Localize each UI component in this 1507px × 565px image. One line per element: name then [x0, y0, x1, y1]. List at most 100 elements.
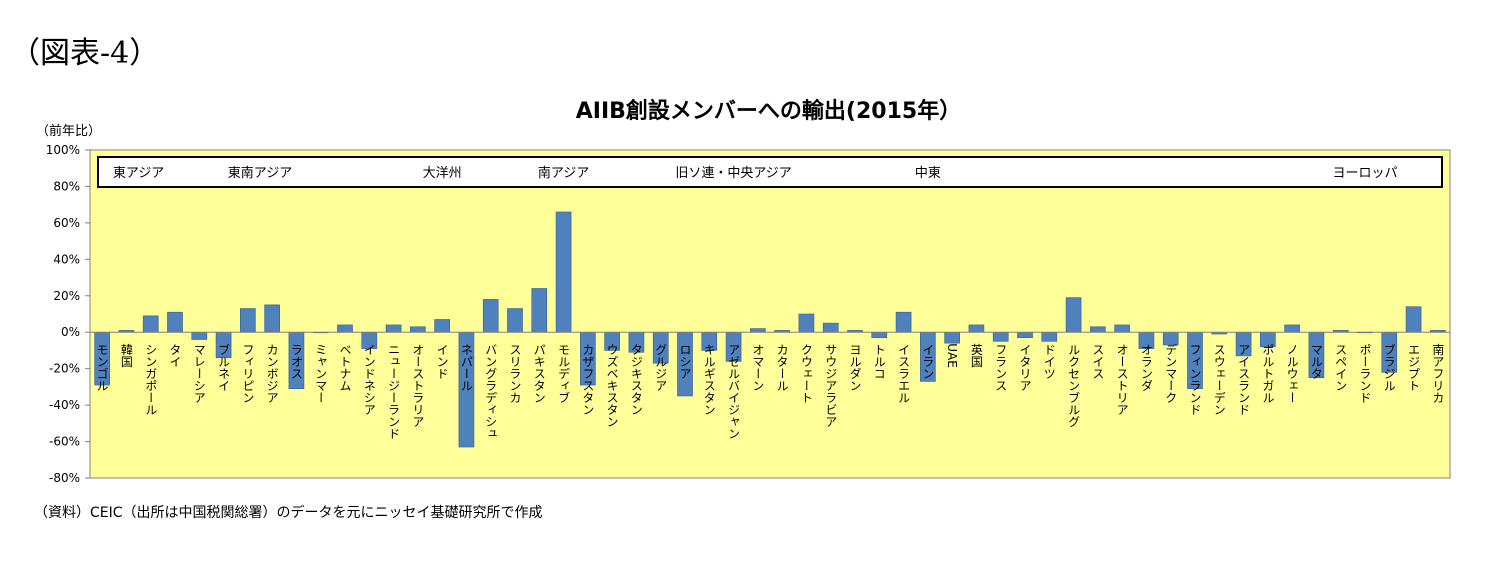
category-label: フィリピン	[241, 343, 255, 403]
category-label: 南アフリカ	[1431, 342, 1445, 403]
bar	[750, 328, 766, 333]
y-tick-label: 80%	[53, 179, 80, 193]
bar	[798, 313, 815, 333]
category-label: エジプト	[1407, 343, 1421, 391]
category-label: スリランカ	[508, 343, 522, 403]
category-label: イラン	[921, 343, 935, 379]
category-label: ポルトガル	[1261, 343, 1275, 403]
figure-label: （図表-4）	[10, 36, 160, 71]
region-label: 東アジア	[113, 165, 164, 181]
category-label: UAE	[945, 343, 959, 368]
plot-area	[89, 149, 1451, 479]
y-tick-label: -20%	[49, 362, 80, 376]
y-axis-unit-label: （前年比）	[36, 124, 102, 139]
region-label: ヨーロッパ	[1332, 166, 1397, 181]
category-label: ラオス	[289, 343, 303, 379]
y-tick-label: 60%	[53, 216, 80, 230]
category-label: ヨルダン	[848, 343, 862, 391]
category-label: タジキスタン	[629, 343, 643, 415]
region-legend-box	[97, 156, 1443, 188]
category-label: タイ	[168, 343, 182, 367]
category-label: サウジアラビア	[824, 343, 838, 427]
category-label: クウェート	[799, 343, 813, 403]
bar	[507, 308, 523, 333]
bar	[895, 311, 912, 333]
y-tick-label: 20%	[53, 289, 80, 303]
category-label: ベトナム	[338, 343, 352, 391]
category-label: オーストラリア	[411, 343, 425, 427]
bar	[1090, 326, 1106, 333]
bar	[531, 288, 548, 333]
bar	[410, 326, 426, 333]
category-label: グルジア	[654, 343, 668, 391]
bar	[1114, 324, 1130, 333]
bar	[822, 322, 839, 333]
category-label: ミャンマー	[314, 343, 328, 403]
category-label: 韓国	[119, 343, 133, 367]
y-tick-label: -60%	[49, 435, 80, 449]
category-label: インド	[435, 343, 449, 379]
bar	[1065, 297, 1082, 333]
bar	[142, 315, 159, 333]
category-label: バングラディシュ	[484, 343, 498, 439]
y-tick-label: -40%	[49, 398, 80, 412]
category-label: トルコ	[872, 343, 886, 379]
bar	[167, 311, 183, 333]
y-tick-label: 0%	[61, 325, 80, 339]
category-label: ウズベキスタン	[605, 343, 619, 427]
category-label: ルクセンブルグ	[1067, 343, 1081, 427]
bar	[337, 324, 353, 333]
bar	[240, 308, 256, 333]
category-label: オーストリア	[1115, 343, 1129, 415]
category-label: フランス	[994, 343, 1008, 391]
region-label: 東南アジア	[228, 165, 292, 181]
category-label: ロシア	[678, 343, 692, 379]
bar	[555, 211, 572, 333]
category-label: マルタ	[1309, 343, 1323, 379]
bar	[1405, 306, 1422, 333]
category-label: 英国	[969, 343, 983, 367]
bar	[1041, 331, 1058, 342]
category-label: ノルウェー	[1285, 343, 1299, 403]
category-label: ドイツ	[1042, 343, 1056, 379]
chart-title: AIIB創設メンバーへの輸出(2015年）	[575, 99, 962, 124]
region-label: 旧ソ連・中央アジア	[675, 166, 791, 181]
bar	[992, 331, 1009, 342]
category-label: オランダ	[1139, 343, 1153, 391]
category-label: アイスランド	[1237, 343, 1251, 415]
category-label: フィンランド	[1188, 343, 1202, 415]
category-label: シンガポール	[144, 343, 158, 415]
bar	[1017, 331, 1033, 338]
category-label: カザフスタン	[581, 343, 595, 415]
category-label: ブラジル	[1382, 342, 1396, 391]
region-label: 大洋州	[423, 166, 462, 181]
category-label: スウェーデン	[1212, 343, 1226, 415]
category-label: デンマーク	[1164, 343, 1178, 403]
bar	[1284, 324, 1300, 333]
category-label: ブルネイ	[217, 342, 231, 391]
category-label: モンゴル	[95, 343, 109, 391]
category-label: ポーランド	[1358, 343, 1372, 403]
source-note: （資料）CEIC（出所は中国税関総署）のデータを元にニッセイ基礎研究所で作成	[34, 505, 543, 521]
bar	[968, 324, 985, 333]
category-label: イタリア	[1018, 343, 1032, 391]
category-label: ニュージーランド	[387, 343, 401, 439]
region-label: 南アジア	[538, 165, 589, 181]
category-label: アゼルバイジャン	[727, 343, 741, 439]
category-label: パキスタン	[532, 343, 546, 403]
bar	[385, 324, 402, 333]
category-label: スイス	[1091, 343, 1105, 379]
y-tick-label: 100%	[46, 143, 80, 157]
bar	[944, 331, 960, 344]
category-label: スペイン	[1334, 343, 1348, 391]
bar	[191, 331, 208, 340]
y-tick-label: 40%	[53, 252, 80, 266]
category-label: オマーン	[751, 343, 765, 391]
category-label: カタール	[775, 343, 789, 391]
bar	[482, 299, 499, 333]
category-label: カンボジア	[265, 343, 279, 403]
category-label: キルギスタン	[702, 343, 716, 415]
category-label: マレーシア	[192, 343, 206, 403]
category-label: インドネシア	[362, 343, 376, 415]
